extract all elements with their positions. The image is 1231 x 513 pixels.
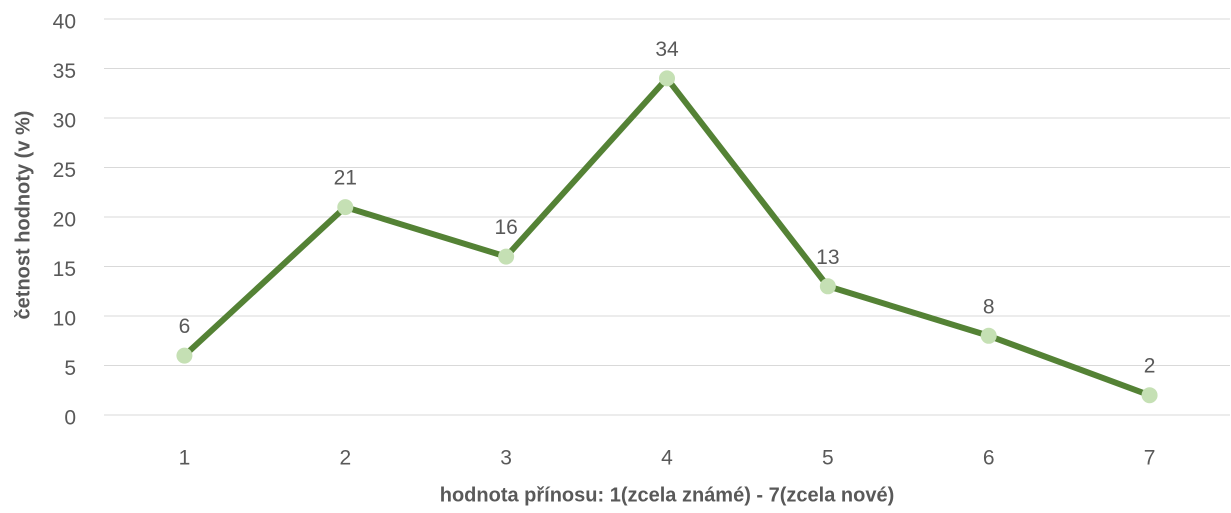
x-tick-label: 5 <box>822 447 834 470</box>
data-point <box>498 248 515 265</box>
data-point <box>337 199 354 216</box>
data-point <box>659 70 675 87</box>
y-tick-label: 0 <box>64 407 76 430</box>
series-line <box>182 75 1151 399</box>
y-axis-label: četnost hodnoty (v %) <box>12 111 34 320</box>
data-label: 13 <box>816 246 839 269</box>
data-point <box>819 278 836 295</box>
x-tick-label: 3 <box>500 447 512 470</box>
y-tick-label: 20 <box>53 209 76 232</box>
x-tick-label: 6 <box>983 447 995 470</box>
data-point <box>980 327 997 344</box>
y-tick-label: 40 <box>53 11 76 34</box>
x-tick-label: 1 <box>179 447 191 470</box>
y-tick-label: 15 <box>53 258 76 281</box>
data-label: 34 <box>655 38 679 61</box>
x-tick-label: 2 <box>339 447 351 470</box>
data-label: 16 <box>494 216 517 239</box>
data-label: 6 <box>179 315 191 338</box>
y-tick-label: 25 <box>53 159 76 182</box>
y-tick-label: 35 <box>53 60 76 83</box>
x-tick-label: 7 <box>1144 447 1156 470</box>
data-label: 21 <box>334 167 357 190</box>
data-point <box>1141 387 1158 404</box>
y-tick-label: 10 <box>53 308 76 331</box>
x-axis-label: hodnota přínosu: 1(zcela známé) - 7(zcel… <box>440 484 895 506</box>
y-tick-label: 5 <box>64 357 76 380</box>
data-label: 2 <box>1144 355 1156 378</box>
x-tick-label: 4 <box>661 447 673 470</box>
y-tick-label: 30 <box>53 110 76 133</box>
data-point <box>176 347 193 364</box>
data-label: 8 <box>983 295 995 318</box>
